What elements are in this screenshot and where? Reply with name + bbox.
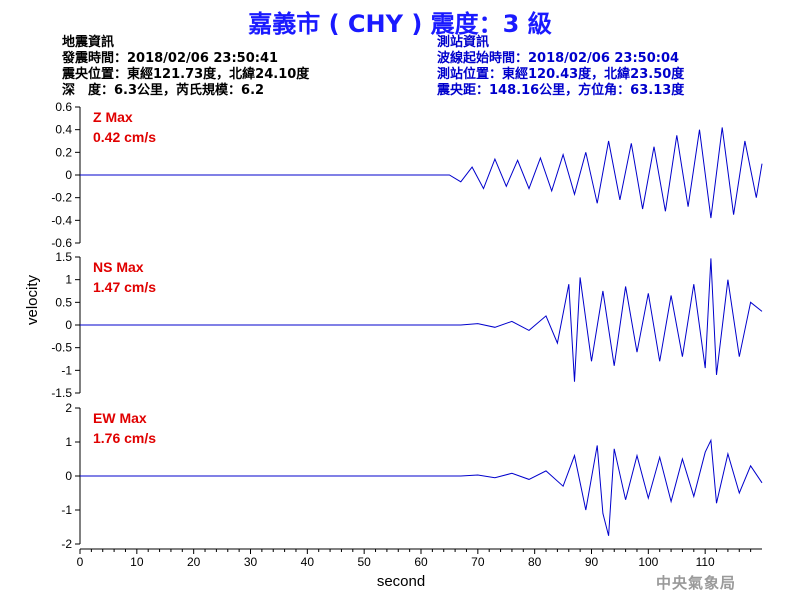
ew-peak-value: 1.76 cm/s xyxy=(93,430,156,446)
z-peak-title: Z Max xyxy=(93,109,133,125)
z-trace xyxy=(80,127,763,219)
z-y-tick-label: 0 xyxy=(65,168,72,182)
x-tick-label: 60 xyxy=(414,555,428,569)
agency-watermark: 中央氣象局 xyxy=(656,574,737,592)
z-y-tick-label: -0.2 xyxy=(51,191,72,205)
ns-peak-title: NS Max xyxy=(93,259,144,275)
station-info: 測站資訊 波線起始時間：2018/02/06 23:50:04 測站位置：東經1… xyxy=(437,35,684,99)
y-axis-label: velocity xyxy=(24,274,41,325)
ns-y-tick-label: -1 xyxy=(61,363,72,377)
z-y-tick-label: 0.4 xyxy=(55,123,72,137)
x-tick-label: 80 xyxy=(528,555,542,569)
epicentral-distance: 震央距：148.16公里，方位角：63.13度 xyxy=(437,83,685,98)
x-tick-label: 30 xyxy=(244,555,258,569)
depth-magnitude: 深 度：6.3公里，芮氏規模：6.2 xyxy=(62,83,265,98)
z-y-tick-label: -0.6 xyxy=(51,236,72,250)
x-tick-label: 10 xyxy=(130,555,144,569)
z-y-tick-label: 0.2 xyxy=(55,145,72,159)
ew-y-tick-label: 1 xyxy=(65,435,72,449)
chart-title: 嘉義市 ( CHY ) 震度：3 級 xyxy=(248,10,552,38)
ns-peak-value: 1.47 cm/s xyxy=(93,279,156,295)
ew-y-tick-label: 2 xyxy=(65,401,72,415)
x-tick-label: 90 xyxy=(585,555,599,569)
ns-y-tick-label: -1.5 xyxy=(51,386,72,400)
ew-y-tick-label: 0 xyxy=(65,469,72,483)
x-tick-label: 50 xyxy=(357,555,371,569)
x-tick-label: 70 xyxy=(471,555,485,569)
x-tick-label: 110 xyxy=(696,555,715,569)
ns-y-tick-label: 0 xyxy=(65,318,72,332)
z-y-tick-label: -0.4 xyxy=(51,213,72,227)
x-tick-label: 40 xyxy=(301,555,315,569)
z-y-tick-label: 0.6 xyxy=(55,100,72,114)
ns-y-tick-label: 0.5 xyxy=(55,295,72,309)
station-info-heading: 測站資訊 xyxy=(437,35,490,50)
ew-peak-title: EW Max xyxy=(93,410,147,426)
wave-start-time: 波線起始時間：2018/02/06 23:50:04 xyxy=(437,51,680,66)
z-peak-value: 0.42 cm/s xyxy=(93,129,156,145)
ns-y-tick-label: 1 xyxy=(65,273,72,287)
ew-trace xyxy=(80,438,763,536)
ew-y-tick-label: -2 xyxy=(61,537,72,551)
origin-time: 發震時間：2018/02/06 23:50:41 xyxy=(62,51,279,66)
quake-info-heading: 地震資訊 xyxy=(62,35,115,50)
x-axis-label: second xyxy=(377,573,425,590)
ns-y-tick-label: 1.5 xyxy=(55,250,72,264)
ns-trace xyxy=(80,258,763,382)
earthquake-info: 地震資訊 發震時間：2018/02/06 23:50:41 震央位置：東經121… xyxy=(62,35,309,99)
x-tick-label: 20 xyxy=(187,555,201,569)
epicenter-location: 震央位置：東經121.73度，北緯24.10度 xyxy=(62,67,310,82)
x-tick-label: 100 xyxy=(638,555,658,569)
ew-y-tick-label: -1 xyxy=(61,503,72,517)
ns-y-tick-label: -0.5 xyxy=(51,341,72,355)
station-location: 測站位置：東經120.43度，北緯23.50度 xyxy=(437,67,685,82)
x-tick-label: 0 xyxy=(77,555,84,569)
